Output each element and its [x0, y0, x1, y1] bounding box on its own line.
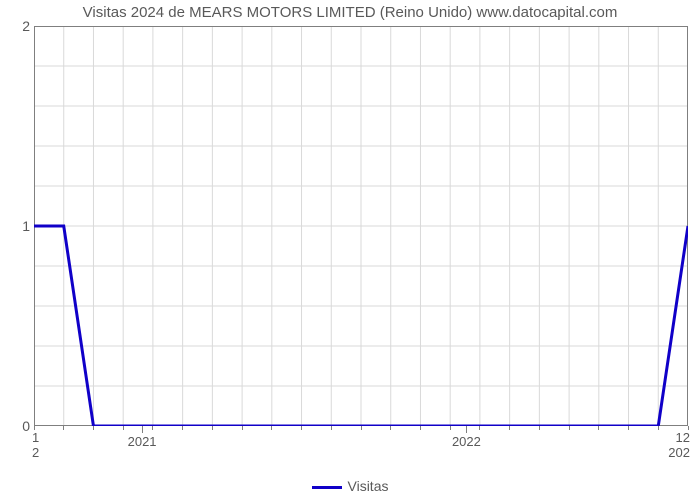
x-tick-label: 2022	[452, 434, 481, 449]
x-minor-tick	[271, 426, 272, 430]
x-end-label: 2	[32, 445, 39, 460]
x-minor-tick	[450, 426, 451, 430]
x-minor-tick	[152, 426, 153, 430]
x-minor-tick	[212, 426, 213, 430]
x-minor-tick	[539, 426, 540, 430]
x-major-tick	[466, 426, 467, 433]
x-minor-tick	[63, 426, 64, 430]
x-minor-tick	[598, 426, 599, 430]
legend-swatch	[312, 486, 342, 489]
chart-title: Visitas 2024 de MEARS MOTORS LIMITED (Re…	[0, 4, 700, 21]
x-minor-tick	[390, 426, 391, 430]
x-minor-tick	[93, 426, 94, 430]
legend-label: Visitas	[348, 478, 389, 494]
legend: Visitas	[0, 478, 700, 494]
x-minor-tick	[569, 426, 570, 430]
x-tick-label: 2021	[128, 434, 157, 449]
y-tick-label: 1	[10, 218, 30, 234]
x-minor-tick	[123, 426, 124, 430]
x-minor-tick	[331, 426, 332, 430]
chart-container: { "chart": { "type": "line", "title": "V…	[0, 0, 700, 500]
x-minor-tick	[361, 426, 362, 430]
y-tick-label: 2	[10, 18, 30, 34]
x-end-label: 12	[676, 430, 690, 445]
x-minor-tick	[658, 426, 659, 430]
x-minor-tick	[628, 426, 629, 430]
x-minor-tick	[479, 426, 480, 430]
x-minor-tick	[509, 426, 510, 430]
x-minor-tick	[420, 426, 421, 430]
x-minor-tick	[242, 426, 243, 430]
plot-area	[34, 26, 688, 426]
x-major-tick	[142, 426, 143, 433]
x-end-label: 202	[668, 445, 690, 460]
x-end-label: 1	[32, 430, 39, 445]
x-minor-tick	[182, 426, 183, 430]
y-tick-label: 0	[10, 418, 30, 434]
x-minor-tick	[301, 426, 302, 430]
